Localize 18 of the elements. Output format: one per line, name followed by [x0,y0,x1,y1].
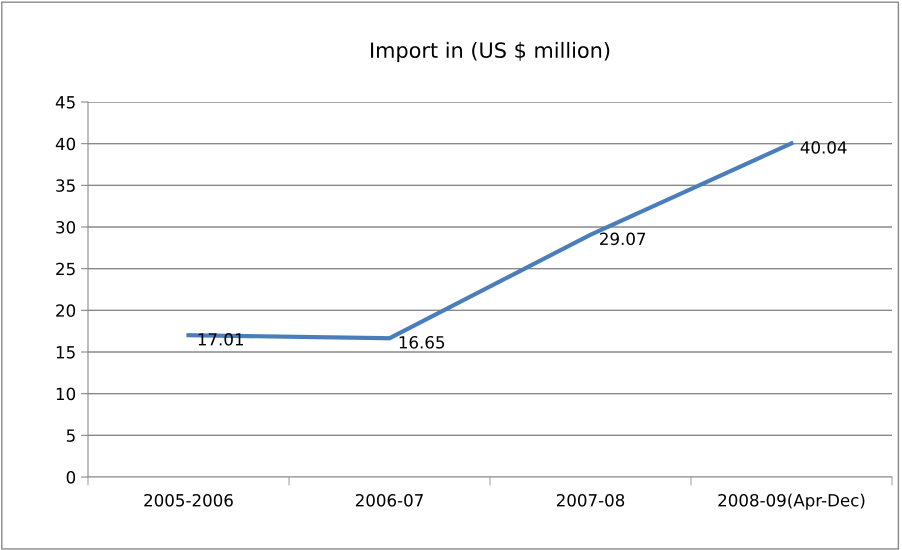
x-tick-label: 2007-08 [556,494,624,507]
data-label: 16.65 [400,336,444,349]
data-label: 40.04 [800,141,847,154]
x-tick-label: 2006-07 [356,494,423,507]
y-tick-label: 5 [66,430,75,442]
y-tick-label: 20 [56,304,76,317]
y-tick-label: 15 [56,346,75,359]
y-tick-label: 45 [56,96,75,109]
y-tick-label: 40 [56,138,76,150]
y-tick-label: 35 [56,179,75,192]
y-tick-label: 10 [56,388,76,400]
y-tick-label: 25 [56,262,75,276]
x-tick-label: 2005-2006 [144,494,233,507]
y-tick-label: 0 [66,470,76,484]
x-tick-label: 2008-09(Apr-Dec) [718,494,864,510]
data-label: 29.07 [600,232,646,246]
chart-title: Import in (US $ million) [371,42,610,62]
y-tick-label: 30 [56,220,76,234]
